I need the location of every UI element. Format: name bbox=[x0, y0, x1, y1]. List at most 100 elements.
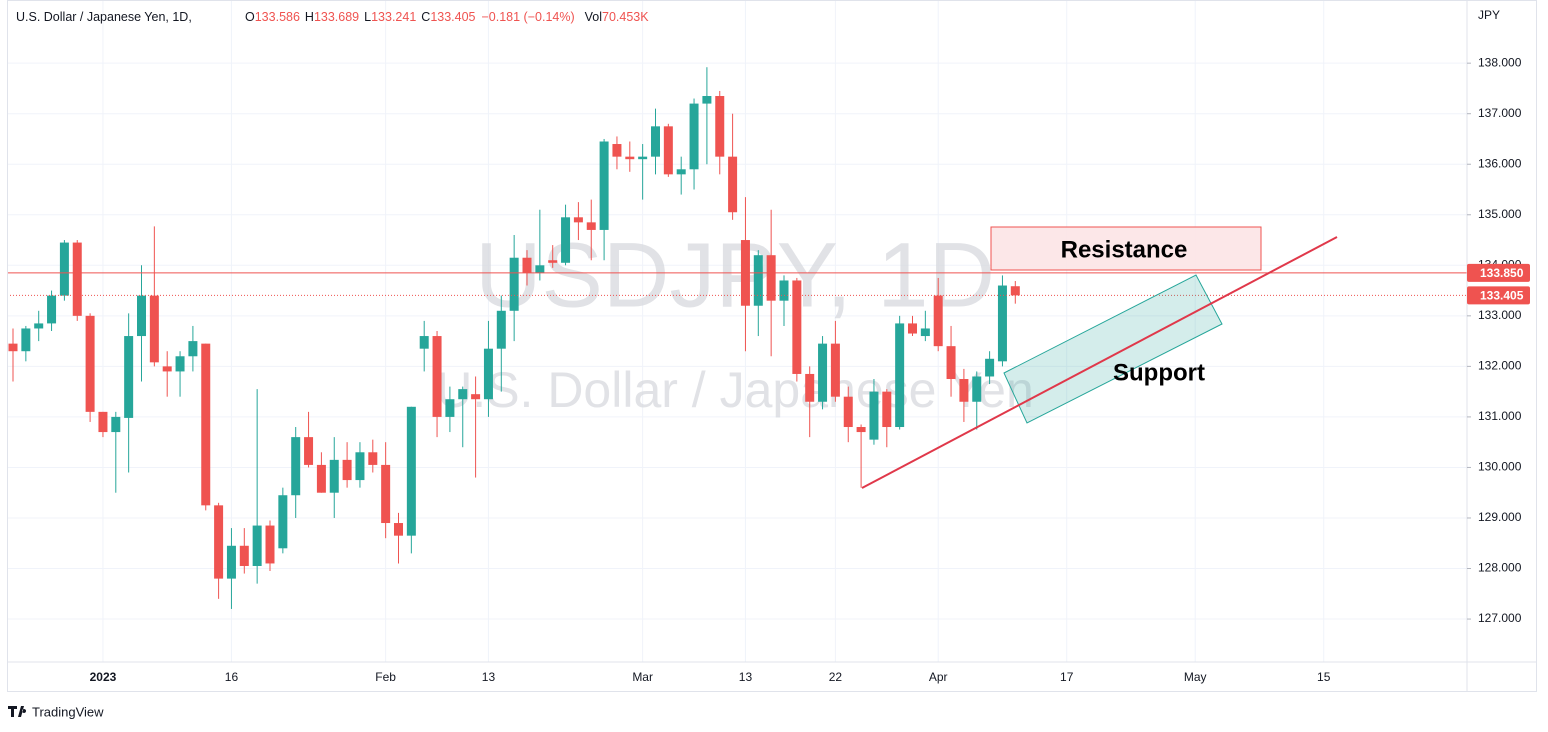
candle-body bbox=[137, 295, 146, 337]
legend-header: U.S. Dollar / Japanese Yen, 1D, O133.586… bbox=[16, 10, 649, 24]
candle-body bbox=[252, 525, 262, 566]
x-tick-label: 2023 bbox=[90, 670, 117, 684]
candle-body bbox=[676, 169, 686, 175]
candle-body bbox=[304, 437, 314, 465]
y-tick-label: 128.000 bbox=[1478, 561, 1522, 575]
axes: 127.000 128.000 129.000 130.000 131.000 132.0… bbox=[90, 55, 1530, 684]
x-tick-label: May bbox=[1184, 670, 1207, 684]
candle-body bbox=[368, 452, 378, 465]
candle-body bbox=[8, 343, 18, 352]
candle-body bbox=[201, 343, 211, 506]
trend-line bbox=[861, 236, 1338, 489]
x-tick-label: 16 bbox=[225, 670, 239, 684]
watermark-name: U.S. Dollar / Japanese Yen bbox=[436, 362, 1034, 418]
currency: JPY bbox=[1478, 8, 1500, 22]
resistance-box bbox=[990, 226, 1262, 271]
candle-body bbox=[471, 394, 481, 400]
y-tick-label: 129.000 bbox=[1478, 510, 1522, 524]
candle-body bbox=[959, 379, 969, 402]
y-tick-label: 138.000 bbox=[1478, 55, 1522, 69]
candle-body bbox=[291, 437, 301, 496]
candle-body bbox=[946, 346, 956, 380]
candle-body bbox=[34, 323, 44, 329]
candle-body bbox=[445, 399, 455, 417]
candle-body bbox=[920, 328, 930, 337]
candle-body bbox=[933, 295, 943, 347]
candle-body bbox=[908, 323, 917, 334]
price-label-bg bbox=[1467, 263, 1530, 282]
x-tick-label: Feb bbox=[375, 670, 396, 684]
candle-body bbox=[702, 96, 712, 104]
candle-body bbox=[818, 343, 828, 402]
candle-body bbox=[316, 464, 326, 493]
candle-body bbox=[509, 257, 519, 311]
support-label: Support bbox=[1113, 359, 1205, 386]
candle-body bbox=[278, 495, 288, 549]
x-tick-label: 13 bbox=[482, 670, 496, 684]
candle-body bbox=[47, 295, 57, 324]
candle-body bbox=[535, 265, 545, 273]
y-tick-label: 130.000 bbox=[1478, 460, 1522, 474]
x-tick-label: 17 bbox=[1060, 670, 1074, 684]
x-tick-label: 13 bbox=[739, 670, 753, 684]
legend-key: O bbox=[245, 10, 255, 24]
brand: TradingView bbox=[8, 704, 104, 719]
resistance-label: Resistance bbox=[1061, 236, 1188, 263]
candle-body bbox=[689, 103, 699, 170]
candle-body bbox=[997, 285, 1007, 362]
legend-key: H bbox=[305, 10, 314, 24]
candle-body bbox=[882, 391, 892, 428]
candle-body bbox=[663, 126, 673, 175]
frame bbox=[7, 0, 1537, 692]
y-tick-label: 136.000 bbox=[1478, 156, 1522, 170]
legend-key: Vol bbox=[585, 10, 602, 24]
legend-value: 133.241 bbox=[371, 10, 416, 24]
candle-body bbox=[483, 348, 493, 400]
candle-body bbox=[753, 255, 763, 306]
candle-body bbox=[895, 323, 905, 428]
candle-body bbox=[856, 427, 866, 433]
candle-body bbox=[111, 416, 121, 433]
candle-body bbox=[329, 459, 339, 493]
x-tick-label: Mar bbox=[632, 670, 653, 684]
legend-value: 133.586 bbox=[255, 10, 300, 24]
candle-body bbox=[792, 280, 802, 374]
candle-body bbox=[843, 396, 853, 428]
price-label-bg bbox=[1467, 286, 1530, 305]
candle-body bbox=[715, 96, 725, 157]
candle-body bbox=[561, 217, 571, 263]
candle-body bbox=[59, 242, 69, 296]
x-tick-label: 15 bbox=[1317, 670, 1331, 684]
candle-body bbox=[548, 260, 558, 263]
candle-body bbox=[779, 280, 789, 301]
candle-body bbox=[651, 126, 660, 157]
candle-body bbox=[381, 464, 391, 524]
candle-body bbox=[766, 255, 776, 301]
legend-value: 133.689 bbox=[314, 10, 359, 24]
y-tick-label: 135.000 bbox=[1478, 207, 1522, 221]
candle-body bbox=[175, 356, 185, 372]
symbol-title: U.S. Dollar / Japanese Yen, 1D, bbox=[16, 10, 192, 24]
y-tick-label: 127.000 bbox=[1478, 611, 1522, 625]
candle-body bbox=[830, 343, 840, 397]
candle-body bbox=[599, 141, 609, 230]
candle-body bbox=[72, 242, 82, 316]
candle-body bbox=[972, 376, 982, 402]
candle-body bbox=[625, 156, 635, 160]
price-label: 133.850 bbox=[1480, 266, 1524, 280]
candle-body bbox=[573, 217, 583, 223]
legend-value: 70.453K bbox=[602, 10, 649, 24]
candle-body bbox=[85, 315, 95, 412]
candle-body bbox=[638, 156, 648, 160]
support-box bbox=[1003, 274, 1223, 424]
price-label: 133.405 bbox=[1480, 289, 1524, 303]
watermark-symbol: USDJPY, 1D bbox=[475, 224, 995, 326]
legend-change: −0.181 (−0.14%) bbox=[482, 10, 575, 24]
candle-body bbox=[149, 295, 159, 363]
candle-body bbox=[985, 358, 995, 377]
candle-body bbox=[124, 336, 134, 418]
legend-value: 133.405 bbox=[430, 10, 475, 24]
candle-body bbox=[406, 406, 416, 536]
candle-body bbox=[239, 545, 249, 566]
grid bbox=[7, 0, 1467, 662]
